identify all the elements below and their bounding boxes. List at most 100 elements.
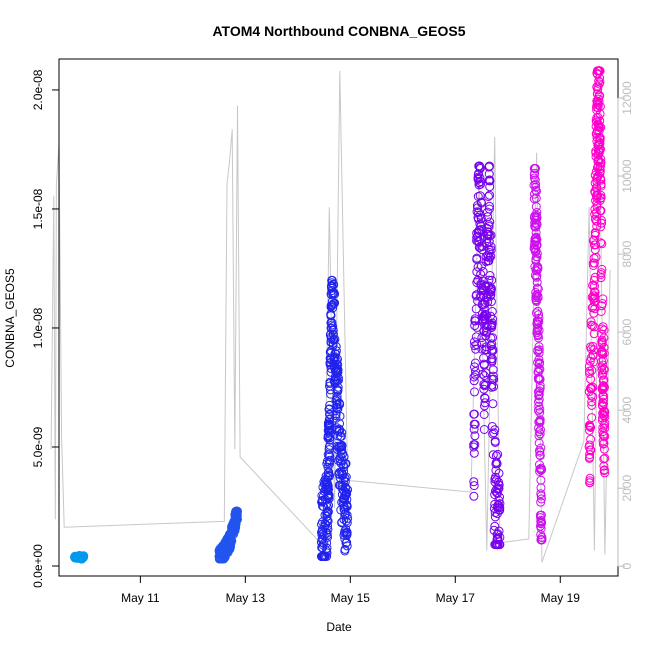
data-point <box>487 323 496 333</box>
data-point <box>587 365 597 375</box>
data-point <box>600 465 609 475</box>
data-point <box>492 475 501 485</box>
data-point <box>534 438 544 448</box>
series-4 <box>469 161 505 550</box>
data-point <box>484 237 494 246</box>
data-point <box>535 451 545 461</box>
data-point <box>323 491 333 501</box>
data-point <box>536 489 546 499</box>
data-point <box>77 553 87 563</box>
series-2 <box>214 506 242 564</box>
x-axis-label: Date <box>326 620 352 634</box>
data-point <box>532 219 542 229</box>
data-point <box>590 245 600 255</box>
data-point <box>469 477 479 487</box>
data-point <box>596 181 606 191</box>
data-point <box>535 446 544 456</box>
data-point <box>596 268 606 278</box>
data-point <box>590 281 599 291</box>
data-point <box>531 185 541 195</box>
data-point <box>597 338 607 348</box>
data-point <box>535 408 545 417</box>
data-point <box>342 528 352 538</box>
data-point <box>322 543 332 553</box>
data-point <box>331 411 341 420</box>
data-point <box>482 321 492 331</box>
data-point <box>600 407 610 417</box>
data-point <box>495 532 505 542</box>
data-point <box>342 510 352 520</box>
data-point <box>72 553 82 563</box>
data-point <box>335 399 345 409</box>
data-point <box>596 122 606 132</box>
data-point <box>533 306 543 316</box>
data-point <box>588 321 598 331</box>
data-point <box>532 277 542 287</box>
data-point <box>532 262 542 272</box>
data-point <box>490 490 500 500</box>
data-point <box>335 432 345 442</box>
series-1 <box>70 551 89 564</box>
data-point <box>535 374 545 384</box>
data-point <box>325 459 334 469</box>
data-point <box>324 442 334 452</box>
data-point <box>338 484 347 494</box>
data-point <box>340 490 350 500</box>
data-point <box>331 346 341 356</box>
data-point <box>331 349 341 359</box>
data-point <box>329 335 339 345</box>
data-point <box>490 477 500 487</box>
data-point <box>598 391 608 401</box>
data-point <box>480 381 489 391</box>
data-point <box>535 381 545 391</box>
data-point <box>589 253 599 263</box>
data-point <box>327 323 336 333</box>
data-point <box>586 383 596 393</box>
data-point <box>485 175 494 185</box>
data-point <box>529 180 539 190</box>
data-point <box>595 135 605 145</box>
data-point <box>592 133 602 142</box>
data-point <box>597 370 607 380</box>
data-point <box>598 381 608 391</box>
data-point <box>485 231 495 241</box>
data-point <box>325 471 334 480</box>
data-point <box>473 232 483 242</box>
data-point <box>531 179 541 189</box>
y-tick-label: 2.0e-08 <box>31 69 45 110</box>
data-point <box>536 497 546 507</box>
data-point <box>595 73 605 83</box>
data-point <box>483 192 493 201</box>
y2-tick-label: 10000 <box>620 159 634 193</box>
data-point <box>325 409 335 419</box>
data-point <box>479 360 489 370</box>
data-point <box>323 521 333 531</box>
data-point <box>529 170 539 180</box>
data-point <box>331 342 341 351</box>
data-point <box>470 358 480 368</box>
data-point <box>318 501 327 511</box>
data-point <box>596 238 606 248</box>
data-point <box>534 355 544 365</box>
series-6 <box>584 66 610 488</box>
data-point <box>323 532 332 542</box>
data-point <box>472 253 482 263</box>
data-point <box>590 214 600 224</box>
data-point <box>488 399 498 409</box>
data-point <box>534 394 544 404</box>
data-point <box>339 500 349 510</box>
data-point <box>534 359 544 369</box>
data-point <box>329 299 339 309</box>
data-point <box>531 247 541 257</box>
data-point <box>474 180 484 190</box>
data-point <box>536 425 545 435</box>
data-point <box>469 491 479 501</box>
data-point <box>340 528 349 538</box>
data-point <box>330 334 340 344</box>
plot-area <box>50 66 611 564</box>
data-point <box>533 319 543 329</box>
data-point <box>585 473 595 483</box>
data-point <box>487 307 497 316</box>
data-point <box>475 219 485 229</box>
data-point <box>533 405 543 415</box>
